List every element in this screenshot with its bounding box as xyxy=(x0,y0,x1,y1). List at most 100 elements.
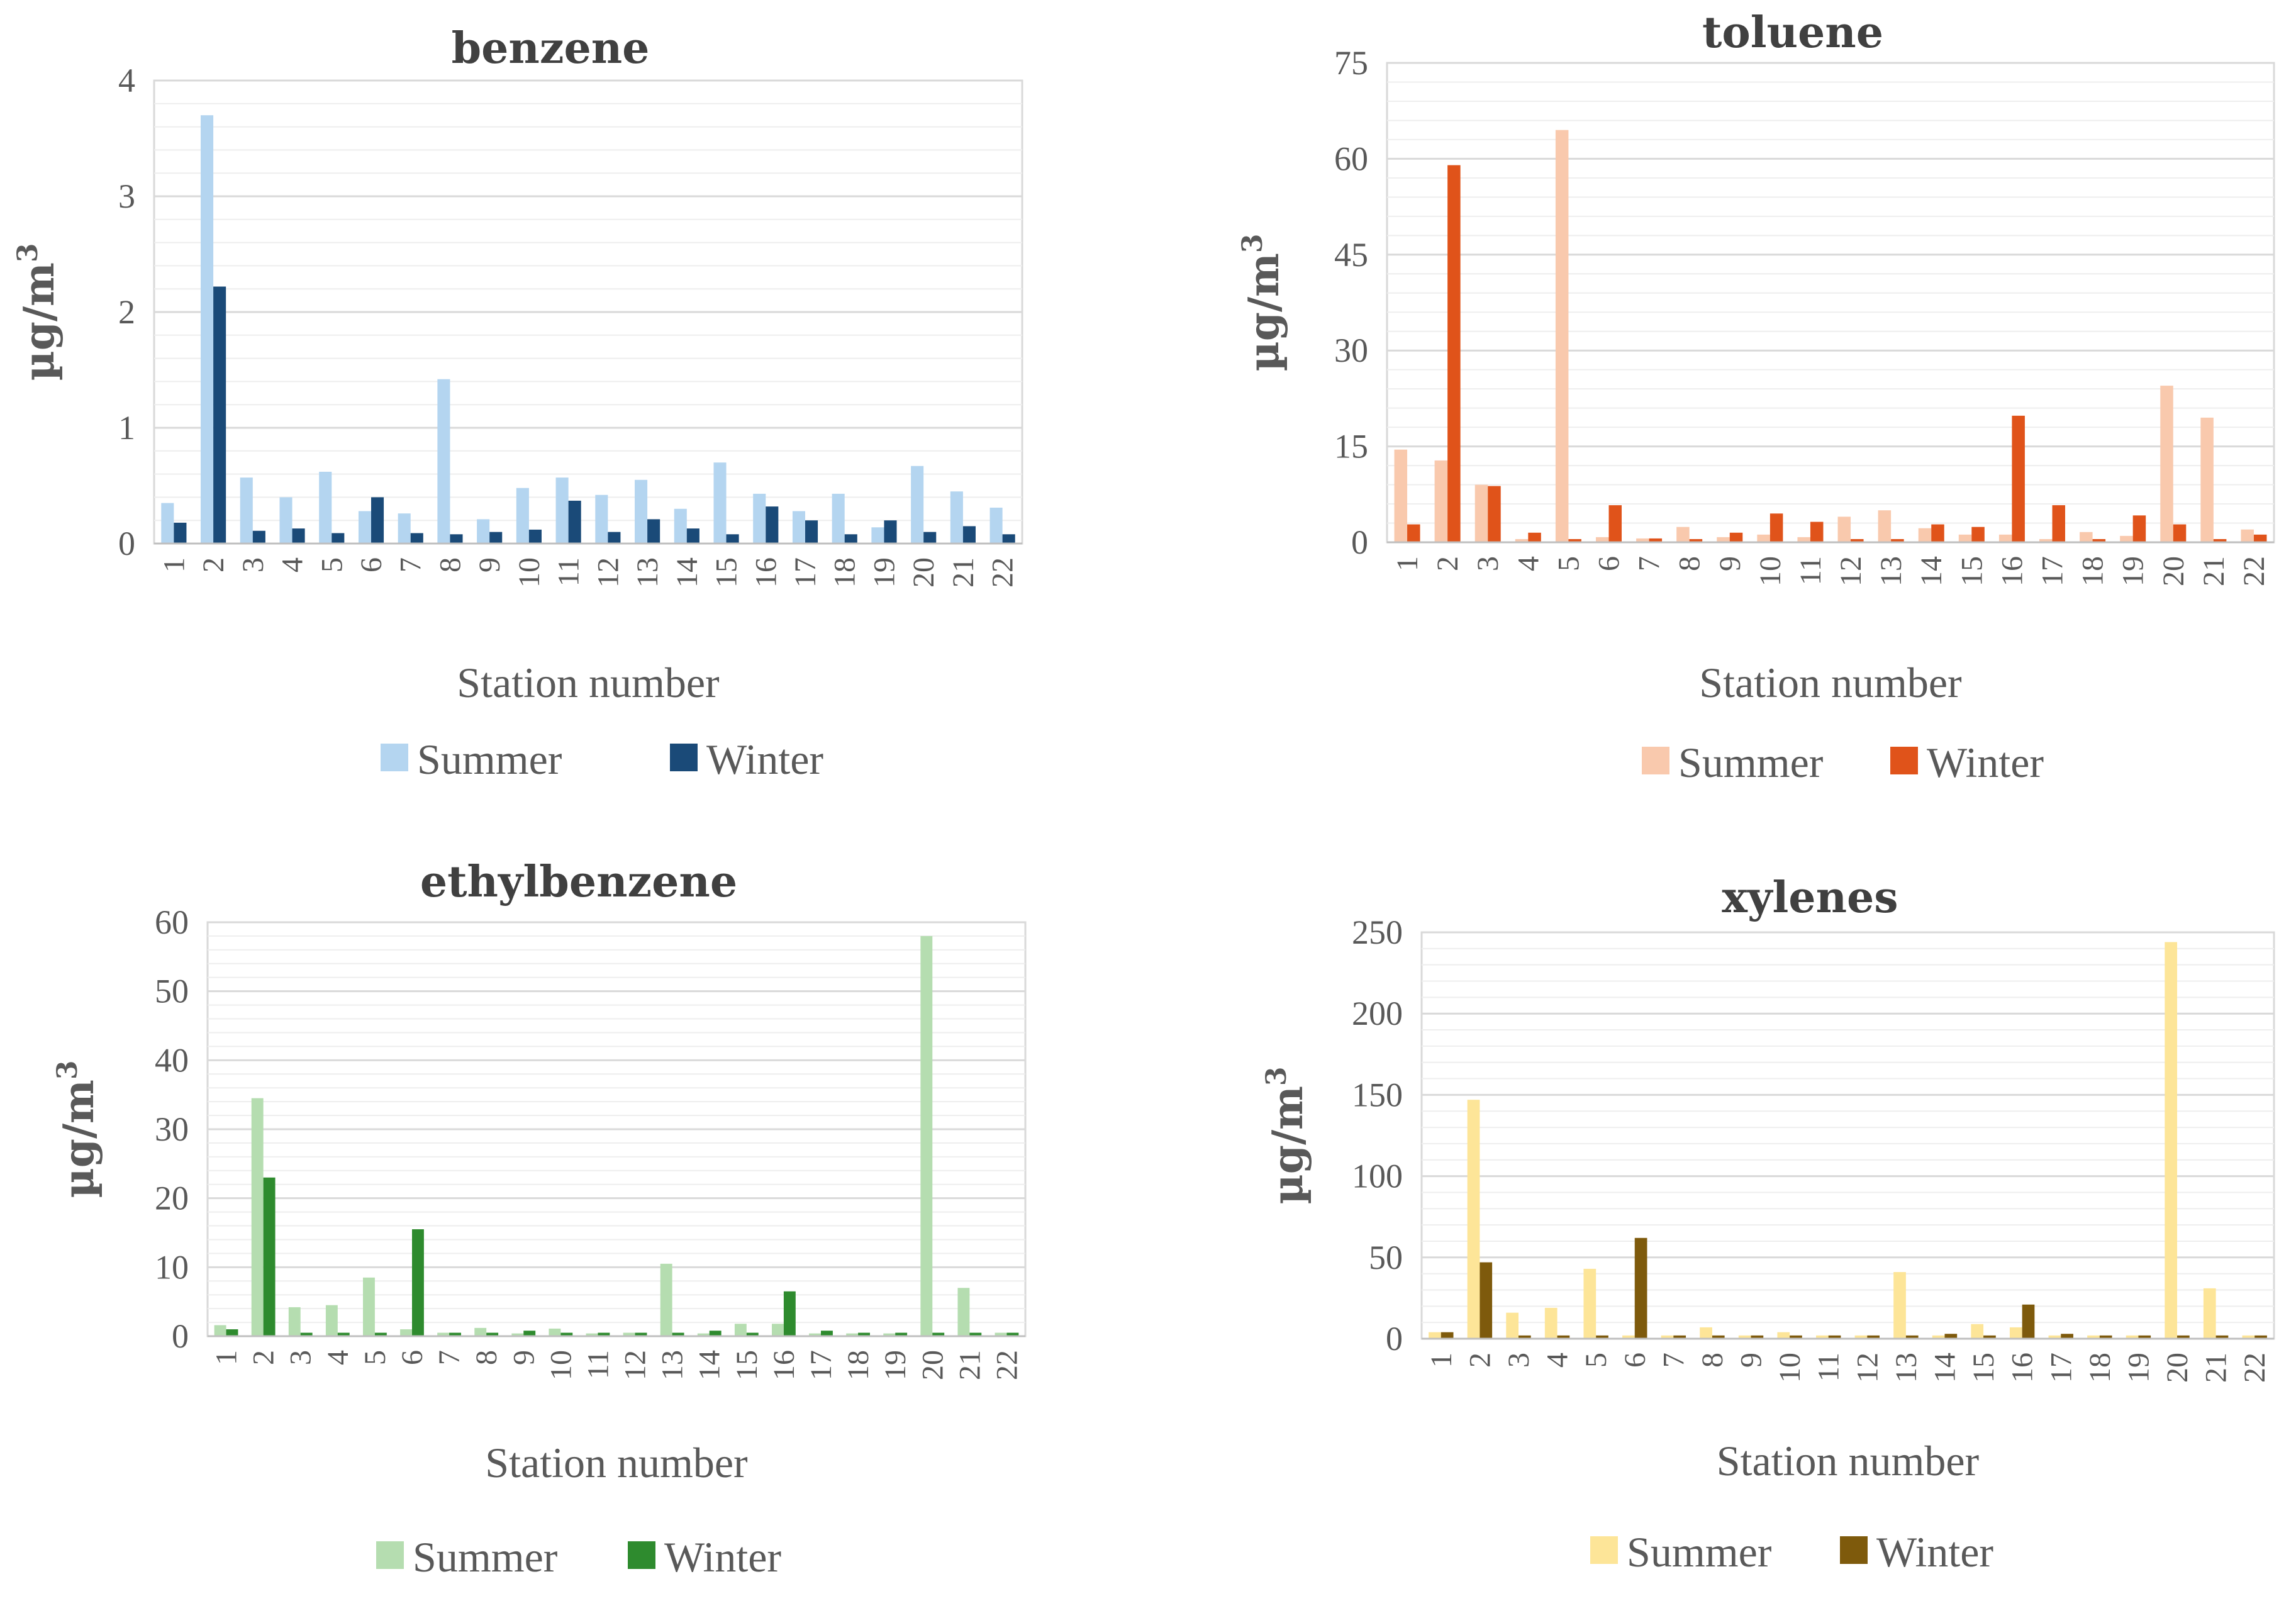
y-tick-label: 20 xyxy=(155,1180,189,1217)
bar-winter-station-13 xyxy=(1905,1335,1919,1339)
bar-summer-station-22 xyxy=(995,1332,1007,1336)
y-tick-label: 40 xyxy=(155,1041,189,1079)
legend-swatch-summer xyxy=(1590,1536,1618,1564)
bar-winter-station-18 xyxy=(2092,539,2106,542)
x-tick-label: 2 xyxy=(1463,1353,1496,1368)
bar-summer-station-12 xyxy=(1837,516,1851,542)
bar-summer-station-12 xyxy=(595,494,608,544)
legend-swatch-winter xyxy=(670,744,698,771)
bar-summer-station-1 xyxy=(1394,449,1408,542)
bar-summer-station-15 xyxy=(734,1324,747,1336)
bar-winter-station-2 xyxy=(1447,165,1461,542)
x-tick-label: 16 xyxy=(767,1350,801,1380)
x-axis-label: Station number xyxy=(457,659,720,706)
x-tick-label: 17 xyxy=(789,557,822,588)
bar-summer-station-14 xyxy=(1918,528,1932,542)
bar-winter-station-21 xyxy=(2213,539,2227,542)
x-tick-label: 10 xyxy=(1773,1353,1807,1383)
x-tick-label: 3 xyxy=(1471,556,1505,571)
bar-summer-station-8 xyxy=(474,1327,487,1336)
bar-summer-station-10 xyxy=(1777,1332,1790,1339)
x-tick-label: 9 xyxy=(1735,1353,1768,1368)
bar-winter-station-14 xyxy=(1931,524,1944,542)
bar-summer-station-3 xyxy=(1474,484,1488,542)
bar-winter-station-1 xyxy=(1441,1332,1454,1339)
bar-summer-station-21 xyxy=(950,491,963,544)
legend-swatch-winter xyxy=(1890,747,1918,774)
x-tick-label: 16 xyxy=(749,557,783,588)
bar-winter-station-20 xyxy=(923,532,937,544)
x-tick-label: 3 xyxy=(284,1350,318,1365)
bar-summer-station-2 xyxy=(201,115,214,544)
bar-summer-station-6 xyxy=(358,511,371,544)
bar-winter-station-10 xyxy=(528,529,542,544)
bar-summer-station-13 xyxy=(1893,1272,1906,1339)
bar-summer-station-18 xyxy=(2080,532,2093,542)
bar-winter-station-15 xyxy=(1971,527,1985,542)
bar-winter-station-1 xyxy=(1407,524,1420,542)
bar-winter-station-13 xyxy=(1891,539,1904,542)
bar-winter-station-11 xyxy=(1828,1335,1841,1339)
x-axis-label: Station number xyxy=(1699,659,1962,706)
x-tick-label: 1 xyxy=(1425,1353,1458,1368)
x-tick-label: 11 xyxy=(1794,556,1827,585)
bar-winter-station-20 xyxy=(2173,524,2187,542)
x-tick-label: 17 xyxy=(2044,1353,2078,1383)
y-tick-label: 30 xyxy=(1334,332,1368,369)
x-tick-label: 14 xyxy=(1915,556,1948,586)
bar-summer-station-10 xyxy=(516,488,529,544)
bar-winter-station-4 xyxy=(337,1332,350,1336)
y-tick-label: 10 xyxy=(155,1248,189,1286)
x-tick-label: 15 xyxy=(1955,556,1988,586)
bar-summer-station-12 xyxy=(1854,1335,1868,1339)
y-tick-label: 3 xyxy=(118,177,135,215)
x-tick-label: 16 xyxy=(2006,1353,2039,1383)
bar-winter-station-7 xyxy=(410,533,423,544)
bar-summer-station-5 xyxy=(319,471,332,544)
bar-winter-station-22 xyxy=(2254,1335,2267,1339)
bar-summer-station-16 xyxy=(753,493,766,544)
y-tick-label: 250 xyxy=(1352,913,1403,951)
x-tick-label: 10 xyxy=(1754,556,1787,586)
bar-summer-station-13 xyxy=(660,1263,672,1336)
bar-summer-station-17 xyxy=(2039,539,2053,542)
x-tick-label: 4 xyxy=(276,557,309,572)
bar-winter-station-12 xyxy=(1867,1335,1880,1339)
bar-summer-station-17 xyxy=(809,1333,821,1336)
bar-summer-station-17 xyxy=(792,511,805,544)
bar-winter-station-20 xyxy=(932,1332,945,1336)
bar-winter-station-8 xyxy=(486,1332,499,1336)
y-tick-label: 30 xyxy=(155,1110,189,1148)
bar-summer-station-14 xyxy=(674,508,687,544)
legend-label-summer: Summer xyxy=(1678,739,1824,786)
x-tick-label: 3 xyxy=(237,557,270,572)
x-tick-label: 3 xyxy=(1502,1353,1535,1368)
bar-winter-station-7 xyxy=(1649,538,1663,542)
y-tick-label: 150 xyxy=(1352,1076,1403,1113)
bar-winter-station-22 xyxy=(2253,534,2267,542)
x-tick-label: 13 xyxy=(656,1350,689,1380)
chart-title: xylenes xyxy=(1722,873,1898,923)
x-tick-label: 19 xyxy=(2122,1353,2155,1383)
bar-summer-station-7 xyxy=(398,513,411,544)
bar-winter-station-15 xyxy=(726,534,739,544)
bar-summer-station-15 xyxy=(713,462,727,544)
bar-winter-station-6 xyxy=(1608,505,1622,542)
x-tick-label: 17 xyxy=(805,1350,838,1380)
bar-summer-station-16 xyxy=(2009,1327,2022,1339)
bar-summer-station-22 xyxy=(2241,529,2254,542)
bar-winter-station-4 xyxy=(1557,1335,1570,1339)
x-tick-label: 21 xyxy=(2200,1353,2233,1383)
bar-winter-station-5 xyxy=(374,1332,387,1336)
bar-summer-station-12 xyxy=(623,1332,635,1336)
x-tick-label: 4 xyxy=(321,1350,355,1365)
plot-area xyxy=(1420,931,2275,1340)
bar-winter-station-11 xyxy=(568,500,581,544)
x-tick-label: 21 xyxy=(947,557,980,588)
bar-summer-station-5 xyxy=(363,1277,375,1336)
bar-summer-station-15 xyxy=(1958,534,1972,542)
y-axis-label-superscript: 3 xyxy=(52,1060,84,1080)
bar-summer-station-11 xyxy=(1797,537,1810,542)
bar-summer-station-9 xyxy=(511,1333,524,1336)
